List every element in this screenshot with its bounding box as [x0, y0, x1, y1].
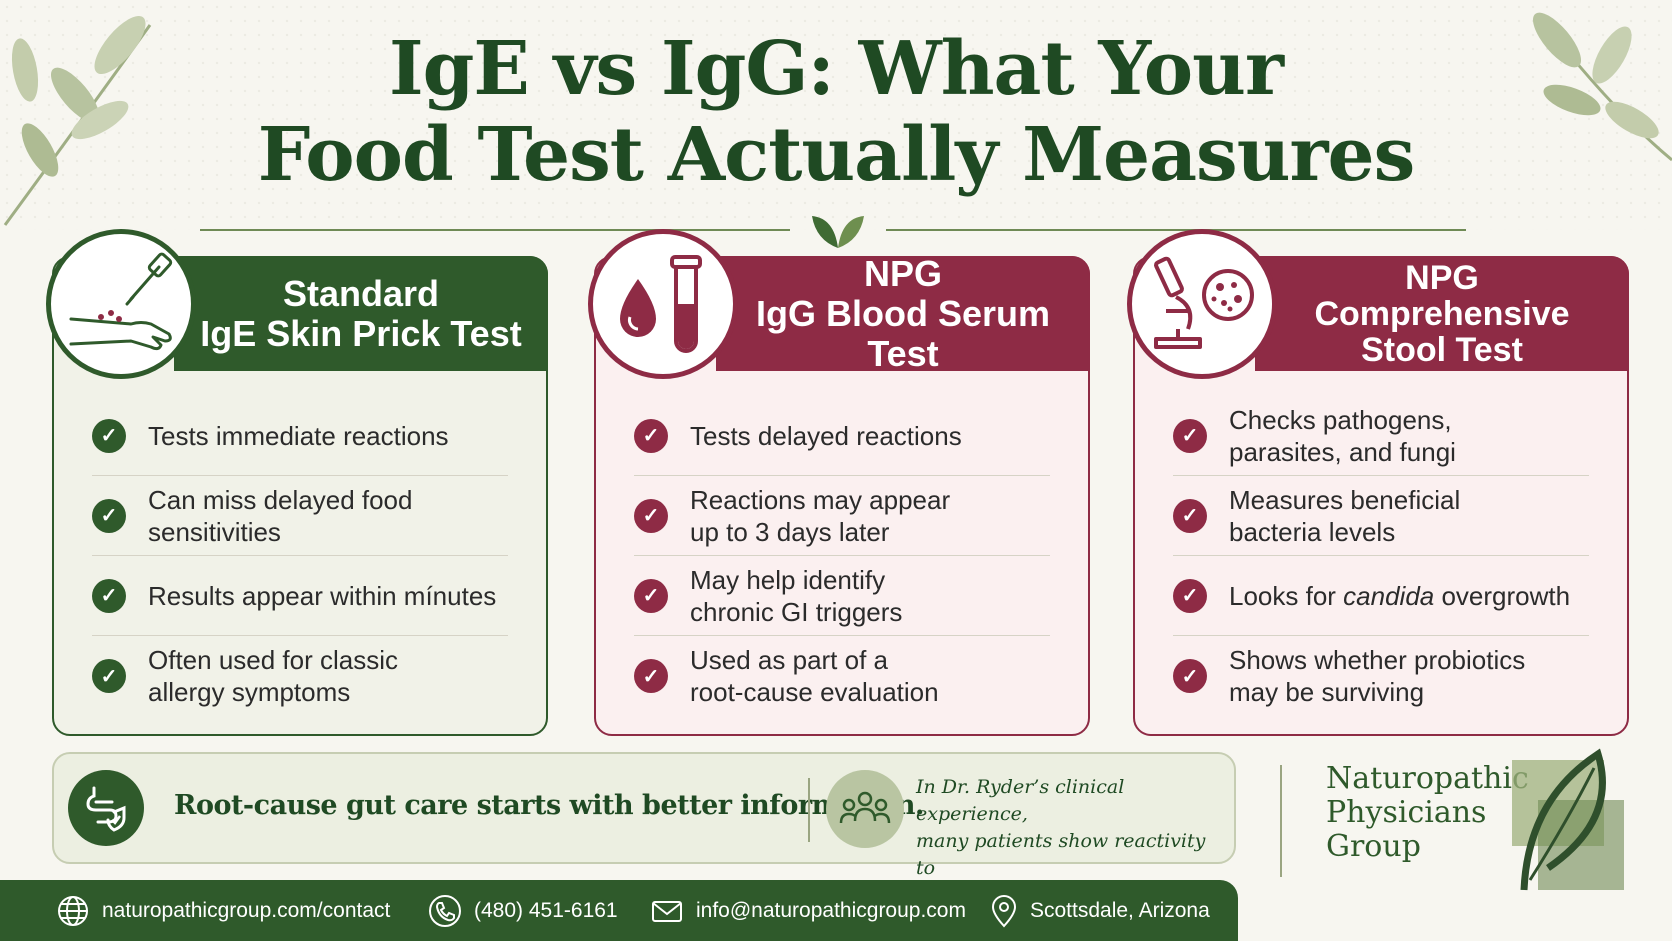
footer-location: Scottsdale, Arizona [990, 894, 1210, 928]
blood-test-tube-icon [620, 255, 702, 353]
banner-divider [808, 778, 810, 842]
list-item-text: Reactions may appear up to 3 days later [690, 484, 951, 547]
list-item: ✓ Can miss delayed food sensitivities [92, 476, 508, 556]
card-item-list: ✓ Tests immediate reactions ✓ Can miss del… [92, 396, 508, 716]
title-divider-right [886, 229, 1466, 231]
list-item-text: Checks pathogens, parasites, and fungi [1229, 404, 1456, 467]
list-item: ✓ Results appear within mínutes [92, 556, 508, 636]
contact-footer: naturopathicgroup.com/contact (480) 451-… [0, 880, 1238, 941]
card-header: NPG IgG Blood Serum Test [716, 252, 1090, 374]
card-heading-line: NPG [1405, 258, 1479, 297]
list-item: ✓ Tests immediate reactions [92, 396, 508, 476]
card-heading-line: IgE Skin Prick Test [200, 312, 522, 354]
list-item: ✓ Used as part of a root-cause evaluation [634, 636, 1050, 716]
card-heading-line: Standard [282, 272, 440, 314]
brand-leaf-logo-icon [1512, 748, 1624, 891]
card-heading-line: Stool Test [1361, 330, 1523, 369]
list-item-text: Looks for candida overgrowth [1229, 580, 1570, 612]
list-item-text: Results appear within mínutes [148, 580, 497, 611]
phone-icon [429, 895, 461, 927]
footer-phone-link[interactable]: (480) 451-6161 [428, 894, 618, 928]
skin-prick-arm-icon [69, 252, 173, 351]
emphasis-text: candida [1343, 580, 1435, 611]
card-igg-blood-serum: NPG IgG Blood Serum Test ✓ Tests delayed … [588, 229, 1090, 736]
card-heading-line: Comprehensive [1314, 294, 1570, 333]
card-heading-line: IgG Blood Serum Test [755, 292, 1050, 374]
globe-icon [58, 896, 88, 926]
list-item-text: May help identify chronic GI triggers [690, 564, 903, 627]
card-item-list: ✓ Checks pathogens, parasites, and fungi … [1173, 396, 1589, 716]
footer-email-text: info@naturopathicgroup.com [696, 899, 966, 922]
list-item-text: Can miss delayed food sensitivities [148, 484, 413, 547]
check-icon: ✓ [634, 578, 668, 613]
check-icon: ✓ [634, 418, 668, 453]
envelope-icon [652, 901, 682, 922]
brand-name: Naturopathic Physicians Group [1326, 761, 1529, 864]
background-pattern [0, 0, 1672, 230]
page-title-line-2: Food Test Actually Measures [257, 112, 1416, 198]
list-item-text: Shows whether probiotics may be survivin… [1229, 645, 1526, 707]
leaf-branch-left-icon [3, 15, 152, 226]
list-item: ✓ Checks pathogens, parasites, and fungi [1173, 396, 1589, 476]
check-icon: ✓ [92, 659, 126, 693]
card-icon-circle [46, 229, 196, 379]
check-icon: ✓ [92, 418, 126, 453]
check-icon: ✓ [634, 498, 668, 533]
text-segment: overgrowth [1434, 580, 1571, 611]
list-item: ✓ Measures beneficial bacteria levels [1173, 476, 1589, 556]
footer-website-text: naturopathicgroup.com/contact [102, 899, 391, 922]
footer-website-link[interactable]: naturopathicgroup.com/contact [56, 894, 390, 928]
card-comprehensive-stool: NPG Comprehensive Stool Test ✓ Checks pat… [1127, 229, 1629, 736]
banner-headline: Root-cause gut care starts with better i… [174, 790, 924, 821]
footer-location-text: Scottsdale, Arizona [1030, 899, 1210, 922]
sprout-icon [812, 216, 864, 248]
check-icon: ✓ [1173, 498, 1207, 533]
list-item-text: Tests immediate reactions [148, 420, 449, 451]
list-item-text: Tests delayed reactions [690, 420, 962, 451]
list-item-text: Measures beneficial bacteria levels [1229, 484, 1461, 547]
map-pin-icon [991, 895, 1017, 928]
check-icon: ✓ [634, 659, 668, 693]
card-item-list: ✓ Tests delayed reactions ✓ Reactions may … [634, 396, 1050, 716]
list-item: ✓ May help identify chronic GI triggers [634, 556, 1050, 636]
info-banner: Root-cause gut care starts with better i… [52, 752, 1236, 906]
gut-shield-icon [68, 770, 144, 846]
page-title-line-1: IgE vs IgG: What Your [389, 26, 1284, 112]
microscope-icon [1154, 256, 1254, 349]
card-icon-circle [588, 229, 738, 379]
card-header: NPG Comprehensive Stool Test [1255, 256, 1629, 371]
list-item-text: Used as part of a root-cause evaluation [690, 645, 939, 707]
footer-email-link[interactable]: info@naturopathicgroup.com [650, 894, 966, 928]
card-header: Standard IgE Skin Prick Test [174, 256, 548, 371]
check-icon: ✓ [1173, 659, 1207, 693]
card-ige-skin-prick: Standard IgE Skin Prick Test ✓ Tests imme… [46, 229, 548, 736]
list-item: ✓ Shows whether probiotics may be survivi… [1173, 636, 1589, 716]
check-icon: ✓ [92, 578, 126, 613]
footer-phone-text: (480) 451-6161 [474, 899, 618, 922]
brand-divider [1280, 765, 1282, 877]
title-divider-left [200, 229, 790, 231]
text-segment: Looks for [1229, 580, 1344, 611]
people-group-icon [826, 770, 904, 848]
list-item-text: Often used for classic allergy symptoms [148, 645, 398, 707]
card-heading-line: NPG [863, 252, 942, 294]
check-icon: ✓ [1173, 578, 1207, 613]
list-item: ✓ Looks for candida overgrowth [1173, 556, 1589, 636]
list-item: ✓ Reactions may appear up to 3 days later [634, 476, 1050, 556]
list-item: ✓ Tests delayed reactions [634, 396, 1050, 476]
leaf-branch-right-icon [1532, 12, 1672, 162]
check-icon: ✓ [92, 498, 126, 533]
check-icon: ✓ [1173, 418, 1207, 453]
list-item: ✓ Often used for classic allergy symptoms [92, 636, 508, 716]
card-icon-circle [1127, 229, 1277, 379]
